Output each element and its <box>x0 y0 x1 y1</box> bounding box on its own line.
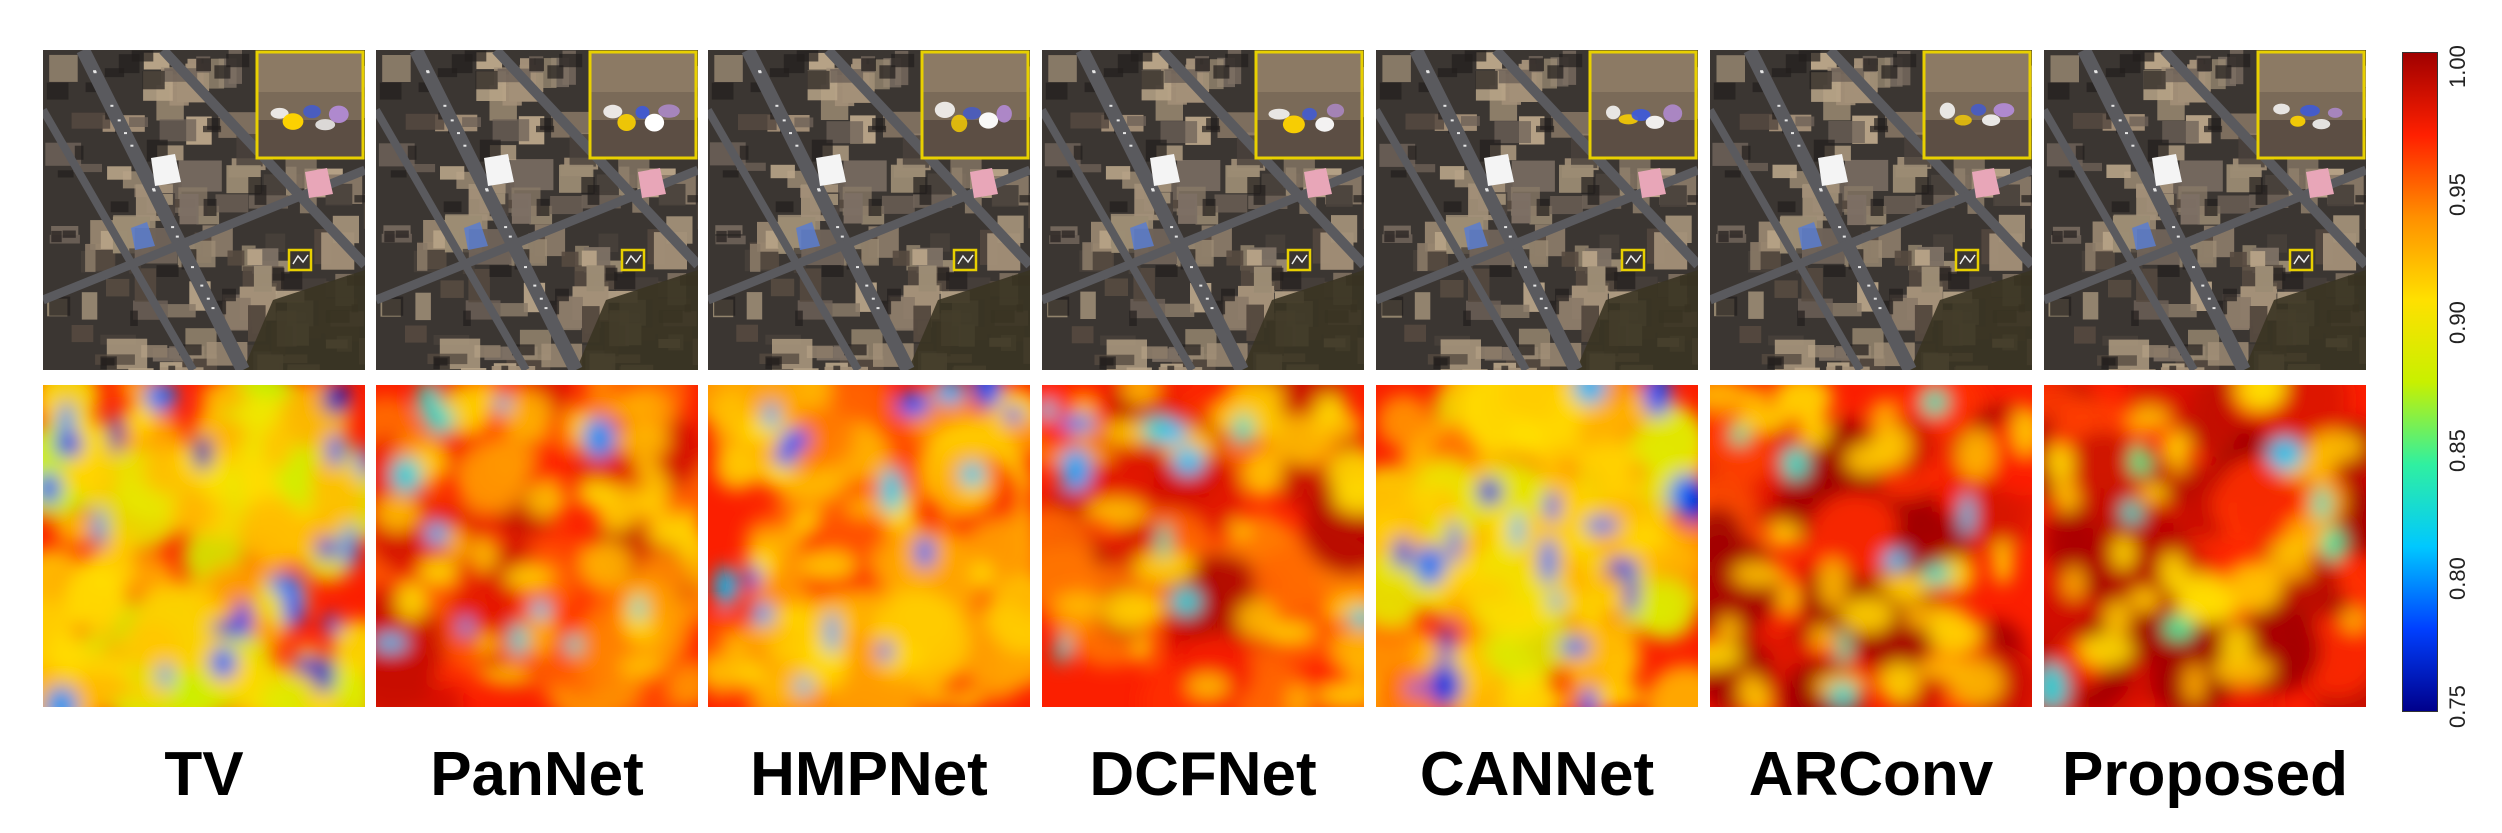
method-label: Proposed <box>2062 740 2348 809</box>
aerial-scene <box>1042 50 1364 370</box>
similarity-heatmap <box>376 385 698 707</box>
zoom-inset <box>1922 50 2032 160</box>
aerial-scene <box>1710 50 2032 370</box>
similarity-heatmap <box>1042 385 1364 707</box>
fused-rgb-image <box>708 50 1030 370</box>
similarity-heatmap <box>43 385 365 707</box>
similarity-heatmap <box>2044 385 2366 707</box>
method-column: PanNet <box>376 0 698 833</box>
heatmap-canvas <box>1042 385 1364 707</box>
similarity-heatmap <box>708 385 1030 707</box>
method-column: Proposed <box>2044 0 2366 833</box>
colorbar-tick-label: 0.75 <box>2445 685 2470 728</box>
fused-rgb-image <box>376 50 698 370</box>
method-label: CANNet <box>1419 740 1655 809</box>
zoom-inset <box>1254 50 1364 160</box>
colorbar-tick-label: 0.80 <box>2445 557 2470 600</box>
aerial-scene <box>2044 50 2366 370</box>
zoom-inset <box>255 50 365 160</box>
method-column: HMPNet <box>708 0 1030 833</box>
aerial-scene <box>1376 50 1698 370</box>
heatmap-canvas <box>708 385 1030 707</box>
heatmap-canvas <box>1376 385 1698 707</box>
method-label: ARConv <box>1748 740 1994 809</box>
fused-rgb-image <box>43 50 365 370</box>
method-label: PanNet <box>430 740 644 809</box>
method-label: HMPNet <box>750 740 988 809</box>
colorbar-tick-label: 0.95 <box>2445 173 2470 216</box>
fused-rgb-image <box>1710 50 2032 370</box>
colorbar-gradient <box>2402 52 2438 712</box>
zoom-inset <box>920 50 1030 160</box>
heatmap-canvas <box>1710 385 2032 707</box>
method-label: DCFNet <box>1089 740 1317 809</box>
heatmap-canvas <box>376 385 698 707</box>
method-column: DCFNet <box>1042 0 1364 833</box>
similarity-heatmap <box>1376 385 1698 707</box>
method-column: TV <box>43 0 365 833</box>
similarity-heatmap <box>1710 385 2032 707</box>
method-label: TV <box>164 740 244 809</box>
heatmap-canvas <box>43 385 365 707</box>
aerial-scene <box>376 50 698 370</box>
zoom-inset <box>1588 50 1698 160</box>
zoom-inset <box>588 50 698 160</box>
fused-rgb-image <box>1042 50 1364 370</box>
zoom-inset <box>2256 50 2366 160</box>
heatmap-canvas <box>2044 385 2366 707</box>
colorbar: 1.00 0.95 0.90 0.85 0.80 0.75 <box>2398 45 2502 728</box>
colorbar-tick-label: 0.85 <box>2445 429 2470 472</box>
fused-rgb-image <box>2044 50 2366 370</box>
colorbar-tick-label: 1.00 <box>2445 45 2470 88</box>
aerial-scene <box>43 50 365 370</box>
aerial-scene <box>708 50 1030 370</box>
fused-rgb-image <box>1376 50 1698 370</box>
method-column: ARConv <box>1710 0 2032 833</box>
method-column: CANNet <box>1376 0 1698 833</box>
colorbar-tick-label: 0.90 <box>2445 301 2470 344</box>
